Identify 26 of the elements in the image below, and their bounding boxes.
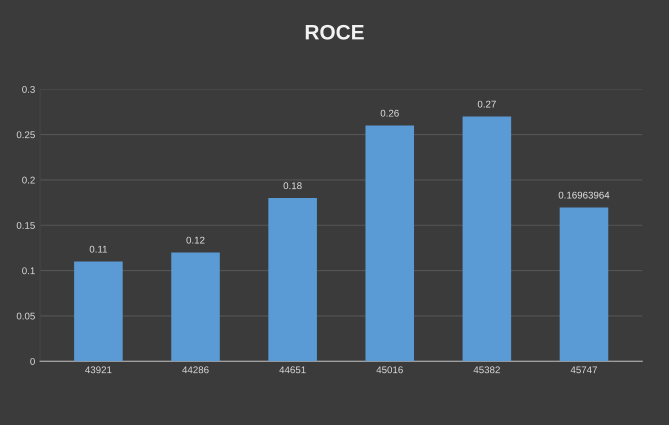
x-tick-label: 44286 bbox=[182, 366, 209, 374]
y-tick-label: 0.25 bbox=[16, 131, 35, 138]
y-tick-label: 0.1 bbox=[22, 267, 35, 274]
bar bbox=[74, 262, 123, 362]
y-tick-label: 0 bbox=[30, 358, 35, 365]
y-tick-label: 0.3 bbox=[22, 86, 35, 93]
x-tick-label: 45747 bbox=[570, 366, 598, 374]
y-tick-label: 0.15 bbox=[16, 222, 35, 229]
data-label: 0.18 bbox=[284, 182, 302, 190]
data-label: 0.27 bbox=[478, 100, 496, 108]
x-tick-label: 44651 bbox=[279, 366, 306, 374]
y-tick-label: 0.2 bbox=[22, 176, 35, 184]
x-tick-label: 45382 bbox=[474, 366, 500, 374]
bar bbox=[462, 116, 512, 362]
y-tick-label: 0.05 bbox=[16, 312, 35, 320]
x-tick-label: 43921 bbox=[85, 366, 112, 374]
bar bbox=[171, 252, 220, 362]
data-label: 0.11 bbox=[90, 246, 108, 253]
bar bbox=[268, 198, 317, 362]
data-label: 0.26 bbox=[380, 110, 399, 117]
data-label: 0.12 bbox=[186, 236, 204, 244]
x-tick-label: 45016 bbox=[376, 366, 403, 374]
data-label: 0.16963964 bbox=[558, 192, 610, 199]
bar bbox=[365, 126, 414, 362]
bar bbox=[560, 207, 608, 362]
chart-title: ROCE bbox=[306, 24, 364, 40]
